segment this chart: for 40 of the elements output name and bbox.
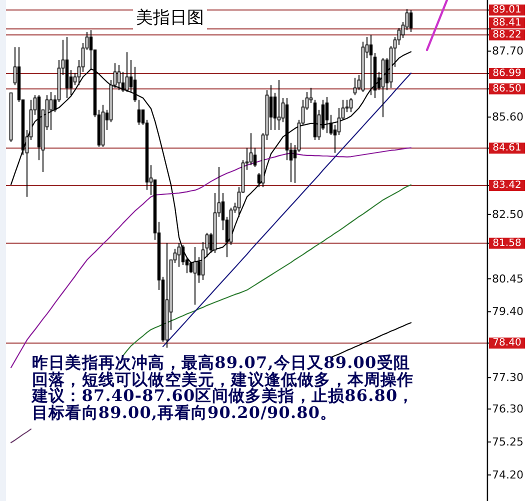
ref-line-label: 84.61 bbox=[492, 142, 522, 154]
candlestick bbox=[405, 8, 409, 31]
candlestick bbox=[117, 64, 121, 91]
candlestick bbox=[49, 91, 53, 130]
candlestick bbox=[133, 66, 137, 103]
candlestick bbox=[121, 71, 125, 92]
y-tick-label: 85.60 bbox=[492, 110, 524, 124]
candlestick bbox=[329, 114, 333, 136]
ref-line-label: 88.41 bbox=[492, 17, 522, 28]
text: 美指日图 bbox=[136, 8, 204, 28]
candlestick bbox=[409, 10, 413, 33]
candlestick bbox=[273, 92, 277, 130]
candlestick bbox=[353, 77, 357, 96]
candlestick bbox=[397, 27, 401, 46]
candlestick bbox=[277, 80, 281, 130]
candlestick bbox=[349, 97, 353, 113]
candlestick bbox=[325, 96, 329, 134]
ref-line-label: 78.40 bbox=[492, 338, 522, 349]
ref-line-label: 89.01 bbox=[492, 4, 522, 16]
y-tick-label: 76.30 bbox=[492, 402, 524, 416]
line-series bbox=[162, 72, 412, 348]
ref-line-label: 83.42 bbox=[492, 180, 522, 192]
annotation: 昨日美指再次冲高，最高89.07,今日又89.00受阻回落，短线可以做空美元，建议逢低做多，本周操作建议：87.40-87.60区间做多美指，止损86.80，目标看向89.00,再看向90.20/90.80。 bbox=[32, 353, 416, 422]
ref-line-label: 86.99 bbox=[492, 68, 522, 79]
candlestick bbox=[137, 99, 141, 126]
candlestick bbox=[205, 232, 209, 258]
y-tick-label: 77.30 bbox=[492, 371, 524, 384]
y-tick-label: 87.70 bbox=[492, 44, 524, 58]
ref-line-label: 81.58 bbox=[492, 238, 522, 249]
candlestick bbox=[249, 132, 253, 166]
ref-line-label: 88.22 bbox=[492, 29, 522, 40]
ref-line-label: 86.50 bbox=[492, 83, 522, 94]
candlestick bbox=[337, 107, 341, 136]
y-tick-label: 82.50 bbox=[492, 208, 524, 221]
y-tick-label: 80.45 bbox=[492, 272, 524, 286]
y-tick-label: 79.40 bbox=[492, 305, 524, 318]
candlestick bbox=[253, 147, 257, 168]
line-series bbox=[10, 428, 32, 444]
y-tick-label: 74.20 bbox=[492, 468, 524, 482]
y-tick-label: 75.25 bbox=[492, 435, 524, 448]
